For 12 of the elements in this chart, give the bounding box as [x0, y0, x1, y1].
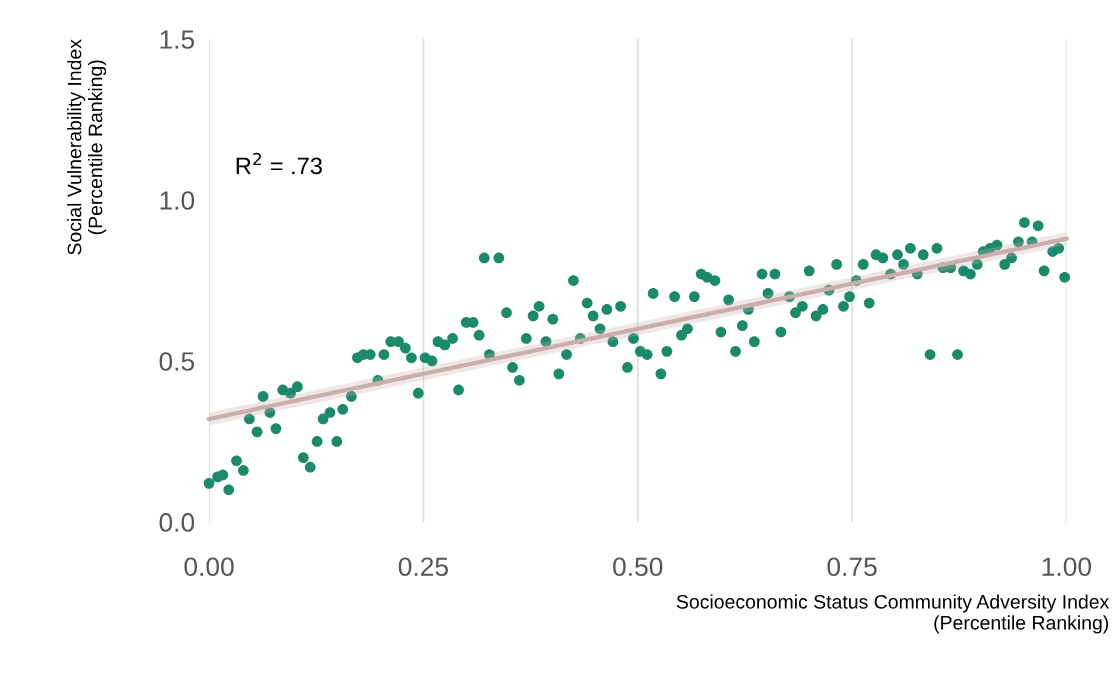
- x-tick-label: 0.75: [827, 557, 877, 577]
- x-tick-label: 0.25: [398, 557, 448, 577]
- y-tick-label: 0.5: [159, 352, 195, 371]
- x-tick-label: 0.00: [184, 557, 234, 577]
- x-tick-label: 1.00: [1042, 557, 1092, 577]
- y-tick-label: 1.0: [160, 191, 195, 210]
- y-tick-label: 0.0: [159, 513, 195, 532]
- x-tick-label: 0.50: [613, 557, 663, 577]
- y-tick-label: 1.5: [160, 30, 195, 49]
- x-axis-title: Socioeconomic Status Community Adversity Index (Percentile Ranking): [676, 594, 1110, 634]
- annotation: R$^{2}$ = .73: [236, 152, 322, 175]
- y-axis-title: Social Vulnerability Index (Percentile Ranking): [67, 39, 107, 255]
